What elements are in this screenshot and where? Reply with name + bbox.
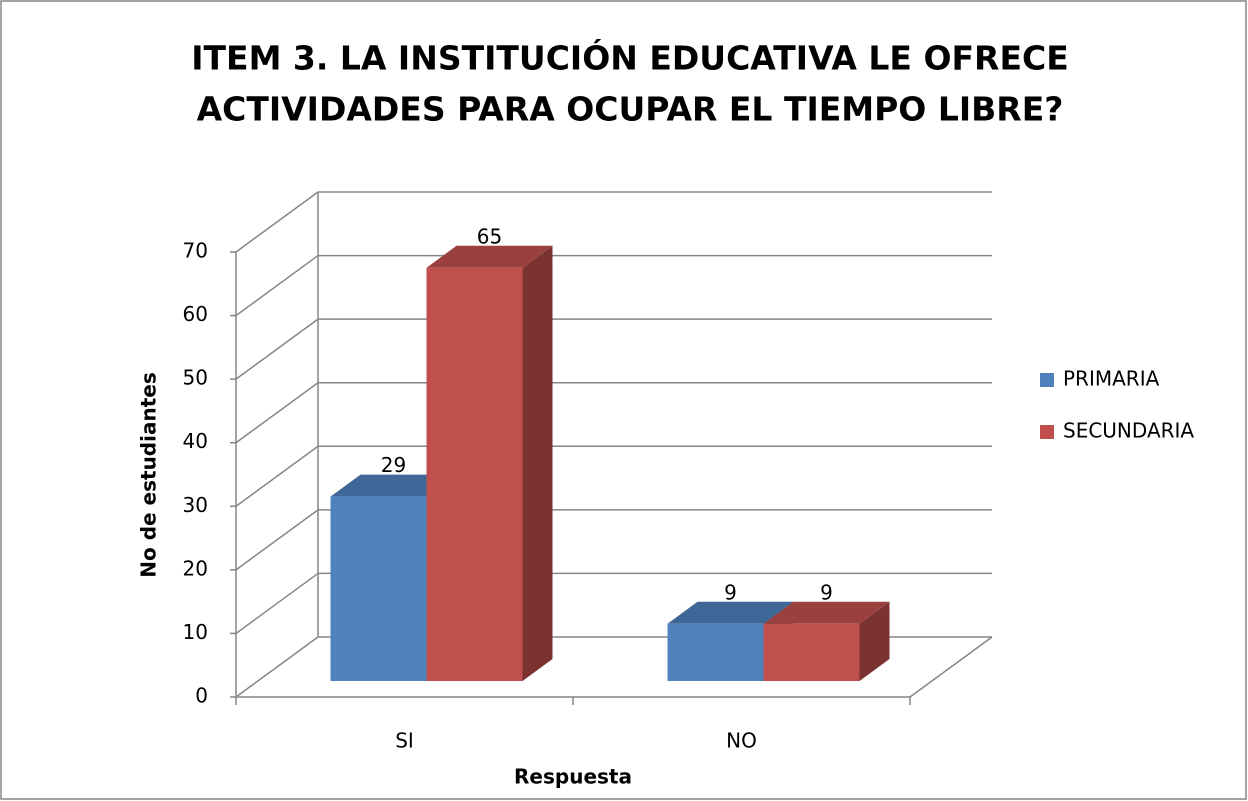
bar [330,496,427,681]
legend-swatch [1040,373,1054,387]
chart-title: ACTIVIDADES PARA OCUPAR EL TIEMPO LIBRE? [197,90,1064,129]
data-label: 9 [820,580,833,604]
bar-top [667,601,794,624]
legend-label: PRIMARIA [1063,367,1160,391]
y-axis-title: No de estudiantes [137,372,161,578]
y-tick-label: 50 [183,366,208,390]
bar-top [330,474,457,497]
y-tick-label: 40 [183,429,208,453]
x-tick-label: SI [395,729,414,753]
legend-swatch [1040,425,1054,439]
y-tick-label: 30 [183,493,208,517]
y-tick-label: 60 [183,302,208,326]
data-label: 65 [477,224,502,248]
y-tick-label: 20 [183,556,208,580]
grid-line [235,382,319,444]
x-axis-title: Respuesta [514,765,632,789]
data-label: 29 [381,453,406,477]
bar-side [859,601,890,681]
grid-line [235,254,319,317]
bar-side [522,245,553,682]
bar [763,623,860,681]
bar [426,267,523,681]
axis-line [909,636,993,698]
data-label: 9 [724,580,737,604]
grid-line [235,636,319,698]
y-tick-label: 10 [183,620,208,644]
grid-line [235,318,319,380]
legend-label: SECUNDARIA [1063,419,1194,443]
grid-line [235,572,319,635]
grid-line [235,445,319,507]
chart-title: ITEM 3. LA INSTITUCIÓN EDUCATIVA LE OFRE… [191,38,1069,78]
bar-top [426,245,553,268]
bar-top [763,601,890,624]
y-tick-label: 70 [183,239,208,263]
grid-line [235,509,319,571]
y-tick-label: 0 [195,684,208,708]
x-tick-label: NO [726,729,757,753]
grid-line [235,191,319,253]
bar [667,623,764,681]
